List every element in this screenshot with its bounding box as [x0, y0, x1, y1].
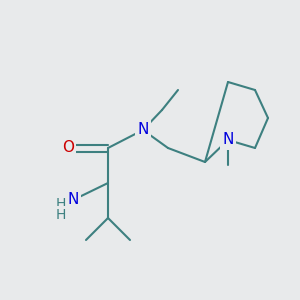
Text: O: O	[62, 140, 74, 155]
Text: N: N	[67, 193, 79, 208]
Text: N: N	[137, 122, 149, 137]
Text: N: N	[222, 133, 234, 148]
Text: H: H	[56, 197, 66, 211]
Text: H: H	[56, 208, 66, 222]
